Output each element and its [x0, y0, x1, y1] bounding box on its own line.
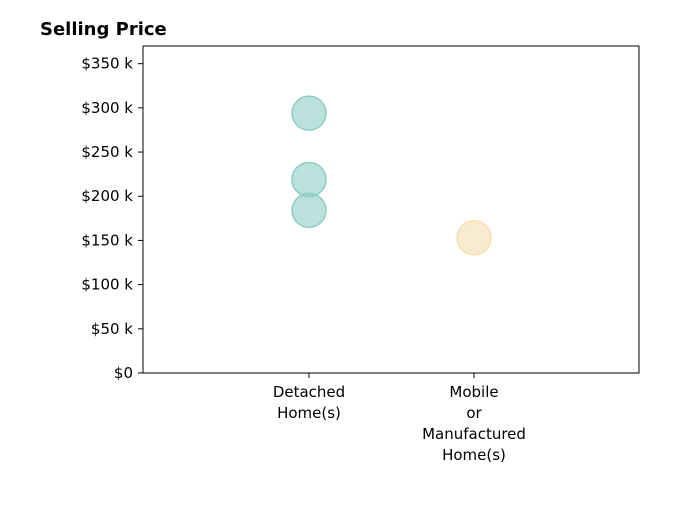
- y-tick-label: $150 k: [81, 231, 133, 249]
- x-tick-label: Manufactured: [422, 425, 526, 443]
- y-tick-label: $0: [114, 364, 133, 382]
- y-tick-label: $300 k: [81, 99, 133, 117]
- data-point: [291, 192, 327, 229]
- data-point: [291, 161, 327, 198]
- plot-area: [142, 45, 640, 374]
- y-tick-label: $50 k: [91, 320, 133, 338]
- y-tick-label: $250 k: [81, 143, 133, 161]
- data-points: [291, 95, 492, 256]
- chart-title: Selling Price: [40, 19, 167, 40]
- x-axis: Detached Home(s) Mobile or Manufactured Home(…: [273, 373, 526, 464]
- x-tick-label: Mobile: [449, 383, 498, 401]
- x-tick-label: or: [466, 404, 482, 422]
- data-point: [456, 220, 492, 256]
- x-tick-label: Home(s): [442, 446, 506, 464]
- y-tick-label: $350 k: [81, 55, 133, 73]
- x-tick-label: Detached: [273, 383, 345, 401]
- y-tick-label: $100 k: [81, 276, 133, 294]
- y-tick-label: $200 k: [81, 187, 133, 205]
- y-axis: $0 $50 k $100 k $150 k $200 k $250 k $300 k $35…: [81, 55, 143, 382]
- data-point: [291, 95, 327, 131]
- x-tick-label: Home(s): [277, 404, 341, 422]
